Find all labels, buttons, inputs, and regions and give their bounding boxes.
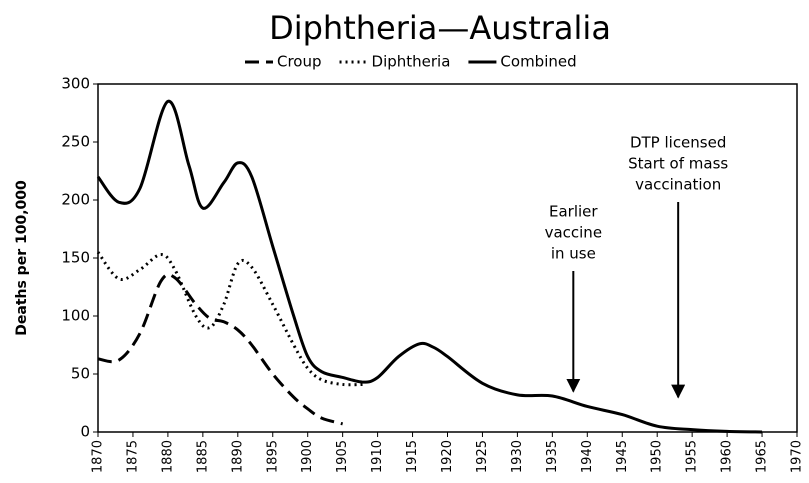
y-tick-label: 300 bbox=[61, 75, 90, 93]
x-tick-label: 1965 bbox=[755, 440, 770, 473]
y-tick-label: 100 bbox=[61, 307, 90, 325]
x-tick-label: 1870 bbox=[91, 440, 106, 473]
x-tick-label: 1955 bbox=[685, 440, 700, 473]
x-tick-label: 1945 bbox=[615, 440, 630, 473]
annotation-text: Earlier bbox=[549, 203, 598, 221]
annotation-text: vaccination bbox=[635, 176, 721, 194]
x-tick-label: 1905 bbox=[335, 440, 350, 473]
x-tick-label: 1900 bbox=[300, 440, 315, 473]
y-tick-label: 0 bbox=[80, 423, 90, 441]
y-tick-label: 250 bbox=[61, 133, 90, 151]
legend-label: Combined bbox=[500, 53, 576, 71]
x-tick-label: 1880 bbox=[160, 440, 175, 473]
y-tick-label: 50 bbox=[71, 365, 90, 383]
x-tick-label: 1890 bbox=[230, 440, 245, 473]
legend-label: Croup bbox=[277, 53, 322, 71]
x-tick-label: 1875 bbox=[125, 440, 140, 473]
x-tick-label: 1910 bbox=[370, 440, 385, 473]
x-tick-label: 1930 bbox=[510, 440, 525, 473]
chart-title: Diphtheria—Australia bbox=[269, 9, 611, 47]
line-series bbox=[97, 273, 344, 426]
y-tick-label: 150 bbox=[61, 249, 90, 267]
x-tick-label: 1920 bbox=[440, 440, 455, 473]
x-tick-label: 1970 bbox=[790, 440, 805, 473]
x-tick-label: 1915 bbox=[405, 440, 420, 473]
x-tick-label: 1935 bbox=[545, 440, 560, 473]
x-tick-label: 1940 bbox=[580, 440, 595, 473]
y-tick-label: 200 bbox=[61, 191, 90, 209]
annotation-text: in use bbox=[551, 245, 596, 263]
x-tick-label: 1960 bbox=[720, 440, 735, 473]
line-series bbox=[96, 251, 364, 387]
y-axis-label: Deaths per 100,000 bbox=[14, 180, 30, 336]
annotation-text: Start of mass bbox=[628, 155, 728, 173]
legend-label: Diphtheria bbox=[372, 53, 451, 71]
annotation-text: DTP licensed bbox=[630, 134, 726, 152]
annotation-text: vaccine bbox=[545, 224, 602, 242]
x-tick-label: 1885 bbox=[195, 440, 210, 473]
x-tick-label: 1895 bbox=[265, 440, 280, 473]
line-series bbox=[96, 99, 763, 434]
x-tick-label: 1925 bbox=[475, 440, 490, 473]
x-tick-label: 1950 bbox=[650, 440, 665, 473]
